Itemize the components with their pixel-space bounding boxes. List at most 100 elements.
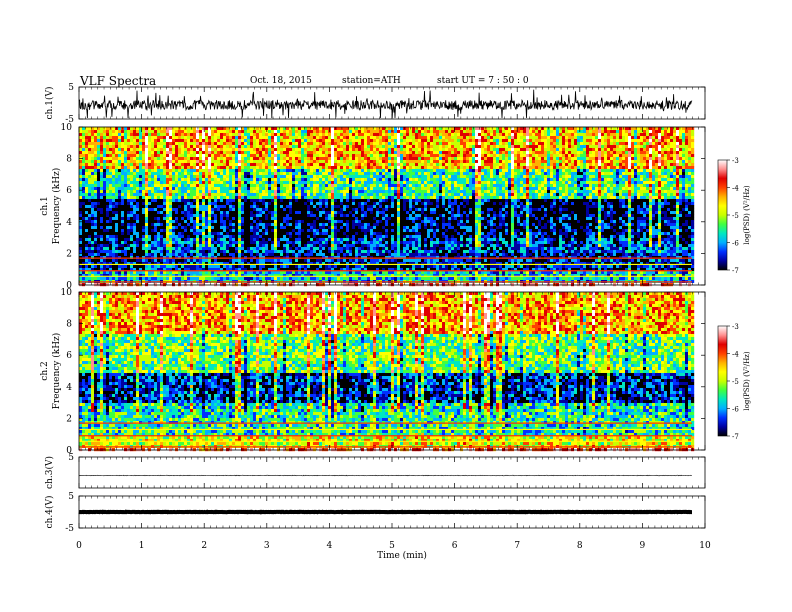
spectrogram-cell <box>289 187 293 191</box>
spectrogram-cell <box>454 169 458 173</box>
spectrogram-cell <box>688 136 692 140</box>
spectrogram-cell <box>601 133 605 137</box>
spectrogram-cell <box>514 184 518 188</box>
spectrogram-cell <box>601 142 605 146</box>
spectrogram-cell <box>568 133 572 137</box>
spectrogram-cell <box>586 139 590 143</box>
spectrogram-cell <box>151 157 155 161</box>
spectrogram-cell <box>493 145 497 149</box>
spectrogram-cell <box>508 175 512 179</box>
spectrogram-cell <box>229 163 233 167</box>
spectrogram-cell <box>409 157 413 161</box>
spectrogram-cell <box>340 130 344 134</box>
spectrogram-cell <box>160 169 164 173</box>
spectrogram-cell <box>193 157 197 161</box>
spectrogram-cell <box>220 133 224 137</box>
spectrogram-cell <box>538 184 542 188</box>
spectrogram-cell <box>364 178 368 182</box>
spectrogram-cell <box>229 181 233 185</box>
spectrogram-cell <box>454 157 458 161</box>
spectrogram-cell <box>379 127 383 131</box>
spectrogram-cell <box>211 160 215 164</box>
spectrogram-cell <box>133 148 137 152</box>
spectrogram-cell <box>433 133 437 137</box>
spectrogram-cell <box>592 157 596 161</box>
spectrogram-cell <box>217 178 221 182</box>
spectrogram-cell <box>679 142 683 146</box>
spectrogram-cell <box>346 142 350 146</box>
spectrogram-cell <box>178 172 182 176</box>
spectrogram-cell <box>637 184 641 188</box>
spectrogram-cell <box>241 169 245 173</box>
spectrogram-cell <box>448 190 452 194</box>
spectrogram-cell <box>115 193 119 197</box>
spectrogram-cell <box>208 139 212 143</box>
spectrogram-cell <box>613 136 617 140</box>
spectrogram-cell <box>568 142 572 146</box>
spectrogram-cell <box>541 145 545 149</box>
spectrogram-cell <box>520 184 524 188</box>
spectrogram-cell <box>601 151 605 155</box>
spectrogram-cell <box>103 175 107 179</box>
spectrogram-cell <box>181 175 185 179</box>
spectrogram-cell <box>172 154 176 158</box>
spectrogram-cell <box>568 160 572 164</box>
spectrogram-cell <box>442 133 446 137</box>
spectrogram-cell <box>316 178 320 182</box>
spectrogram-cell <box>655 145 659 149</box>
spectrogram-cell <box>634 142 638 146</box>
spectrogram-cell <box>658 142 662 146</box>
spectrogram-cell <box>673 169 677 173</box>
spectrogram-cell <box>535 136 539 140</box>
spectrogram-cell <box>331 166 335 170</box>
figure-title: VLF Spectra <box>79 74 156 88</box>
spectrogram-cell <box>301 154 305 158</box>
spectrogram-cell <box>643 154 647 158</box>
spectrogram-cell <box>118 154 122 158</box>
spectrogram-cell <box>175 172 179 176</box>
spectrogram-cell <box>139 187 143 191</box>
spectrogram-cell <box>124 130 128 134</box>
spectrogram-cell <box>457 187 461 191</box>
spectrogram-cell <box>355 160 359 164</box>
spectrogram-cell <box>529 130 533 134</box>
spectrogram-cell <box>481 154 485 158</box>
spectrogram-cell <box>571 130 575 134</box>
spectrogram-cell <box>514 166 518 170</box>
spectrogram-cell <box>391 169 395 173</box>
spectrogram-cell <box>439 181 443 185</box>
spectrogram-cell <box>85 184 89 188</box>
spectrogram-cell <box>553 142 557 146</box>
spectrogram-cell <box>433 160 437 164</box>
spectrogram-cell <box>208 160 212 164</box>
spectrogram-cell <box>190 154 194 158</box>
spectrogram-cell <box>466 139 470 143</box>
spectrogram-cell <box>406 142 410 146</box>
spectrogram-cell <box>103 133 107 137</box>
spectrogram-cell <box>385 193 389 197</box>
spectrogram-cell <box>184 169 188 173</box>
spectrogram-cell <box>217 151 221 155</box>
spectrogram-cell <box>148 190 152 194</box>
spectrogram-cell <box>535 127 539 131</box>
spectrogram-cell <box>202 145 206 149</box>
spectrogram-cell <box>496 133 500 137</box>
spectrogram-cell <box>382 166 386 170</box>
spectrogram-cell <box>418 163 422 167</box>
spectrogram-cell <box>400 151 404 155</box>
spectrogram-cell <box>655 178 659 182</box>
spectrogram-cell <box>646 178 650 182</box>
spectrogram-cell <box>286 163 290 167</box>
spectrogram-cell <box>301 172 305 176</box>
spectrogram-cell <box>535 169 539 173</box>
spectrogram-cell <box>382 172 386 176</box>
spectrogram-cell <box>361 190 365 194</box>
spectrogram-cell <box>505 151 509 155</box>
spectrogram-cell <box>223 169 227 173</box>
spectrogram-cell <box>157 184 161 188</box>
spectrogram-cell <box>475 181 479 185</box>
spectrogram-cell <box>298 181 302 185</box>
spectrogram-cell <box>454 151 458 155</box>
spectrogram-cell <box>157 160 161 164</box>
spectrogram-cell <box>157 142 161 146</box>
